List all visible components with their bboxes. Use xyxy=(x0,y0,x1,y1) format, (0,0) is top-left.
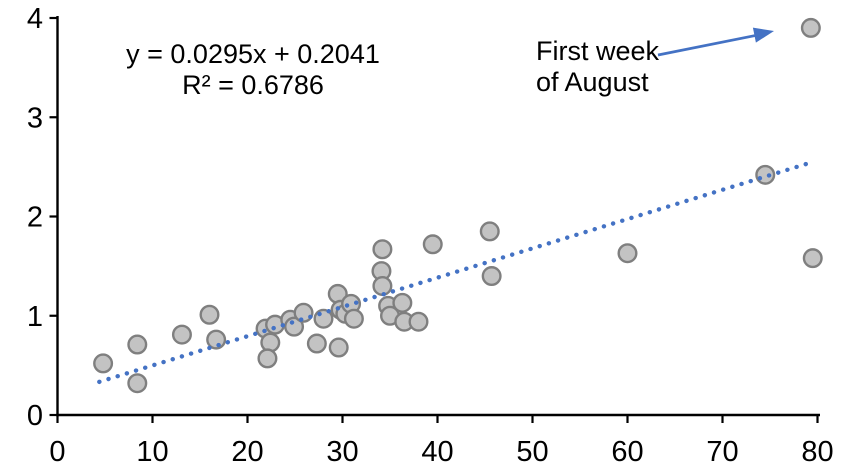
y-tick-label: 3 xyxy=(27,102,43,134)
data-point xyxy=(372,239,393,260)
data-point xyxy=(802,248,823,269)
axis-tick-labels: 0 10 20 30 40 50 60 70 80 0 1 2 3 4 xyxy=(27,3,834,468)
data-points xyxy=(93,17,823,394)
x-tick-label: 20 xyxy=(231,436,263,468)
data-point xyxy=(127,373,148,394)
data-point xyxy=(284,316,305,337)
annotation-text-line2: of August xyxy=(536,67,649,97)
data-point xyxy=(422,234,443,255)
x-tick-label: 50 xyxy=(516,436,548,468)
data-point xyxy=(206,329,227,350)
annotation-arrow-line xyxy=(657,33,758,57)
data-point xyxy=(328,337,349,358)
axes xyxy=(49,16,820,423)
y-tick-label: 0 xyxy=(27,400,43,432)
data-point xyxy=(199,304,220,325)
x-tick-label: 80 xyxy=(801,436,833,468)
x-tick-label: 40 xyxy=(421,436,453,468)
data-point xyxy=(755,164,776,185)
annotation-arrowhead-icon xyxy=(752,27,774,43)
equation-text: y = 0.0295x + 0.2041 xyxy=(126,39,380,69)
data-point xyxy=(306,333,327,354)
trendline-dotted xyxy=(97,161,811,385)
y-tick-label: 1 xyxy=(27,301,43,333)
data-point xyxy=(372,275,393,296)
annotation: First week of August xyxy=(536,27,774,97)
data-point xyxy=(800,17,821,38)
equation-label: y = 0.0295x + 0.2041 R² = 0.6786 xyxy=(126,39,380,100)
data-point xyxy=(260,332,281,353)
data-point xyxy=(481,266,502,287)
data-point xyxy=(343,308,364,329)
x-tick-label: 30 xyxy=(326,436,358,468)
data-point xyxy=(392,292,413,313)
data-point xyxy=(127,334,148,355)
trendline xyxy=(97,161,811,385)
y-tick-label: 4 xyxy=(27,3,43,35)
x-tick-label: 60 xyxy=(611,436,643,468)
data-point xyxy=(257,348,278,369)
r-squared-text: R² = 0.6786 xyxy=(182,70,324,100)
data-point xyxy=(408,311,429,332)
x-tick-label: 70 xyxy=(706,436,738,468)
data-point xyxy=(171,324,192,345)
x-tick-label: 10 xyxy=(136,436,168,468)
data-point xyxy=(479,221,500,242)
y-tick-label: 2 xyxy=(27,202,43,234)
data-point xyxy=(93,353,114,374)
data-point xyxy=(617,243,638,264)
annotation-text-line1: First week xyxy=(536,36,660,66)
x-tick-label: 0 xyxy=(49,436,65,468)
data-point xyxy=(293,302,314,323)
